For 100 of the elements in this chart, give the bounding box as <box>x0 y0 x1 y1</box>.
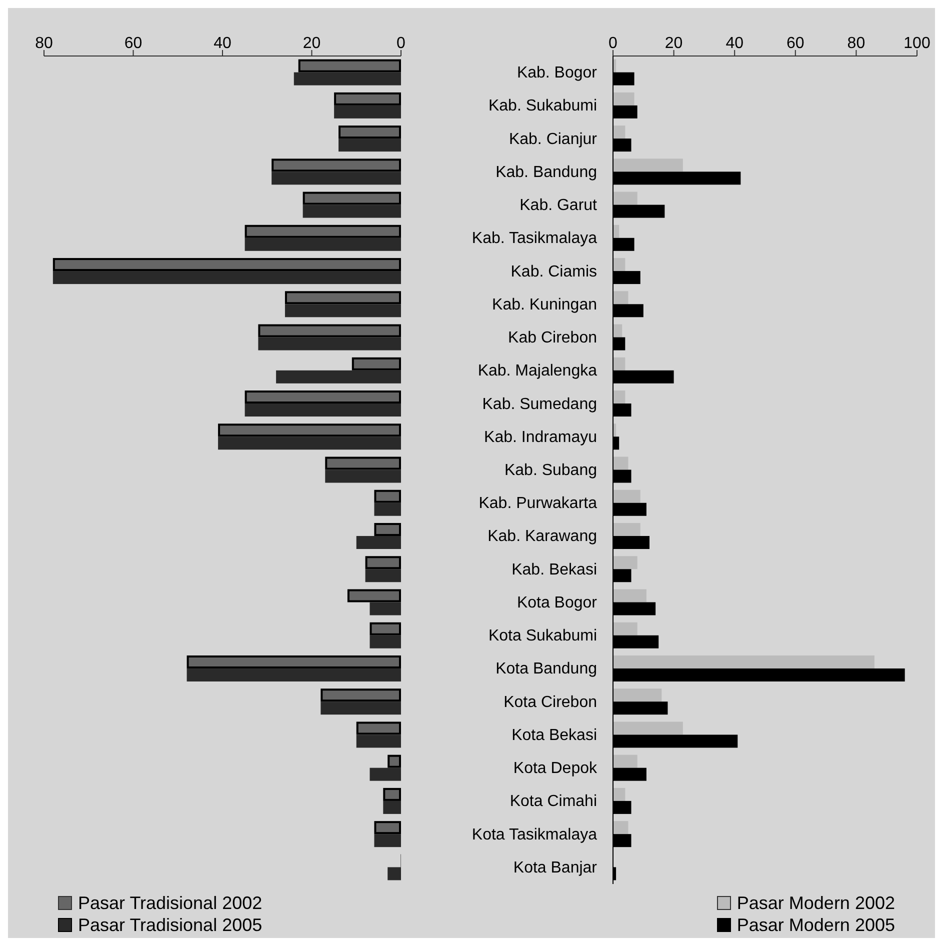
bar <box>370 635 401 648</box>
bar <box>52 258 401 272</box>
bar <box>347 589 401 602</box>
y-tick-label: Kab. Indramayu <box>484 428 597 446</box>
y-tick-label: Kota Bogor <box>516 594 598 612</box>
bar <box>352 357 401 370</box>
y-tick-label: Kab. Sumedang <box>482 396 597 413</box>
bar <box>613 258 626 272</box>
legend-label: Pasar Tradisional 2005 <box>78 914 262 936</box>
bar <box>338 138 401 152</box>
bar <box>388 867 401 880</box>
y-tick-label: Kab. Purwakarta <box>478 495 598 512</box>
bar <box>244 224 401 238</box>
bar <box>613 92 634 106</box>
bar <box>294 72 401 86</box>
bar <box>320 702 401 715</box>
bar <box>284 304 401 318</box>
bar <box>356 734 401 748</box>
bar <box>244 238 401 251</box>
x-tick-label: 0 <box>396 35 406 52</box>
bar <box>613 192 638 205</box>
y-tick-label: Kota Sukabumi <box>488 628 597 645</box>
bar <box>613 754 638 768</box>
bar <box>613 522 640 536</box>
bar <box>613 788 626 801</box>
bar <box>613 224 620 238</box>
y-tick-label: Kab. Garut <box>520 197 598 214</box>
y-tick-label: Kota Bekasi <box>512 726 597 744</box>
y-tick-label: Kab. Majalengka <box>478 362 598 380</box>
bar <box>186 668 401 682</box>
bar <box>302 192 401 205</box>
y-tick-label: Kab. Ciamis <box>510 263 597 280</box>
bar <box>613 589 646 602</box>
bar <box>272 158 401 172</box>
bar <box>325 456 401 470</box>
y-tick-label: Kota Banjar <box>513 859 598 876</box>
bar <box>186 655 401 668</box>
bar <box>365 569 401 582</box>
bar <box>370 768 401 781</box>
y-tick-label: Kab. Bogor <box>516 64 598 82</box>
bar <box>374 834 401 848</box>
bar <box>613 556 638 570</box>
x-tick-label: 80 <box>847 35 866 52</box>
x-tick-label: 0 <box>608 35 618 52</box>
bar <box>338 126 401 139</box>
bar <box>244 404 401 417</box>
bar <box>244 390 401 404</box>
y-tick-label: Kab Cirebon <box>508 330 597 347</box>
bar <box>272 172 401 185</box>
bar <box>334 92 401 106</box>
legend-label: Pasar Modern 2005 <box>736 914 895 936</box>
y-tick-label: Kota Cimahi <box>510 793 597 810</box>
x-tick-label: 40 <box>726 35 744 52</box>
x-tick-label: 100 <box>904 35 930 52</box>
y-tick-label: Kab. Cianjur <box>508 130 598 148</box>
bar <box>276 370 401 384</box>
bar <box>284 291 401 304</box>
x-tick-label: 60 <box>786 35 804 52</box>
bar <box>613 490 640 503</box>
bar <box>613 390 626 404</box>
bar <box>52 271 401 284</box>
bar <box>325 470 401 483</box>
y-tick-label: Kab. Karawang <box>488 528 597 546</box>
bar <box>374 502 401 516</box>
y-tick-label: Kota Bandung <box>496 660 597 678</box>
bar <box>613 456 628 470</box>
y-tick-label: Kab. Sukabumi <box>488 98 597 115</box>
bar <box>258 337 401 350</box>
bar <box>613 622 638 636</box>
bar <box>374 821 401 834</box>
bar <box>302 204 401 218</box>
y-tick-label: Kab. Bandung <box>496 164 597 181</box>
bar <box>613 821 628 834</box>
bar <box>356 722 401 735</box>
bar <box>613 126 626 139</box>
x-tick-label: 80 <box>35 35 53 52</box>
legend-label: Pasar Modern 2002 <box>736 892 895 914</box>
y-tick-label: Kab. Tasikmalaya <box>472 230 598 248</box>
bar <box>374 490 401 503</box>
x-tick-label: 60 <box>124 35 142 52</box>
bar <box>370 622 401 636</box>
bar <box>334 105 401 118</box>
y-tick-label: Kab. Subang <box>504 462 597 479</box>
bar <box>613 688 662 702</box>
x-tick-label: 20 <box>302 35 321 52</box>
bar <box>370 602 401 616</box>
x-tick-label: 40 <box>214 35 232 52</box>
y-tick-label: Kota Cirebon <box>504 694 597 711</box>
bar <box>356 536 401 549</box>
bar <box>613 357 626 370</box>
bar <box>383 800 401 814</box>
bar <box>388 754 401 768</box>
bar <box>613 158 683 172</box>
bar <box>613 324 622 338</box>
x-tick-label: 20 <box>664 35 683 52</box>
legend-label: Pasar Tradisional 2002 <box>78 892 262 914</box>
bar <box>218 436 401 450</box>
bar <box>613 655 874 668</box>
bar <box>365 556 401 570</box>
bar <box>613 722 683 735</box>
